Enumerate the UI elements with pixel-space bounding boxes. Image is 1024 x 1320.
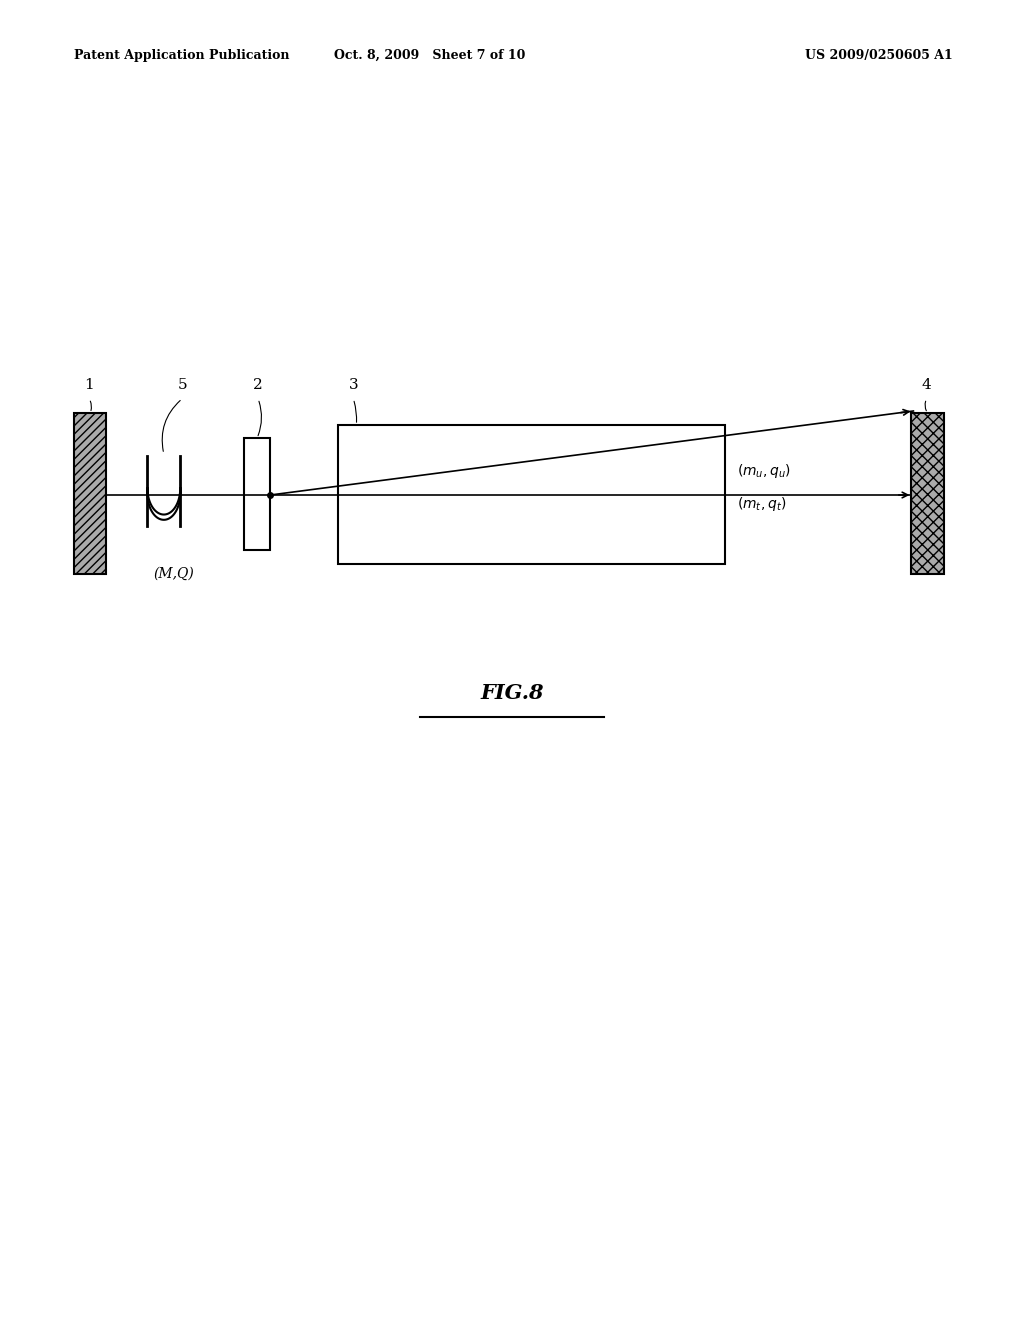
Bar	[74, 413, 106, 574]
Text: (M,Q): (M,Q)	[154, 566, 195, 581]
Bar	[244, 438, 270, 550]
Bar	[338, 425, 725, 564]
Text: $(m_u,q_u)$: $(m_u,q_u)$	[737, 462, 792, 480]
Text: Oct. 8, 2009   Sheet 7 of 10: Oct. 8, 2009 Sheet 7 of 10	[335, 49, 525, 62]
Text: FIG.8: FIG.8	[480, 682, 544, 704]
Text: Patent Application Publication: Patent Application Publication	[74, 49, 289, 62]
Text: 4: 4	[922, 378, 932, 392]
Text: US 2009/0250605 A1: US 2009/0250605 A1	[805, 49, 952, 62]
Bar	[911, 413, 944, 574]
Text: 5: 5	[177, 378, 187, 392]
Text: $(m_t,q_t)$: $(m_t,q_t)$	[737, 495, 786, 513]
Text: 1: 1	[84, 378, 94, 392]
Text: 2: 2	[253, 378, 263, 392]
Text: 3: 3	[348, 378, 358, 392]
